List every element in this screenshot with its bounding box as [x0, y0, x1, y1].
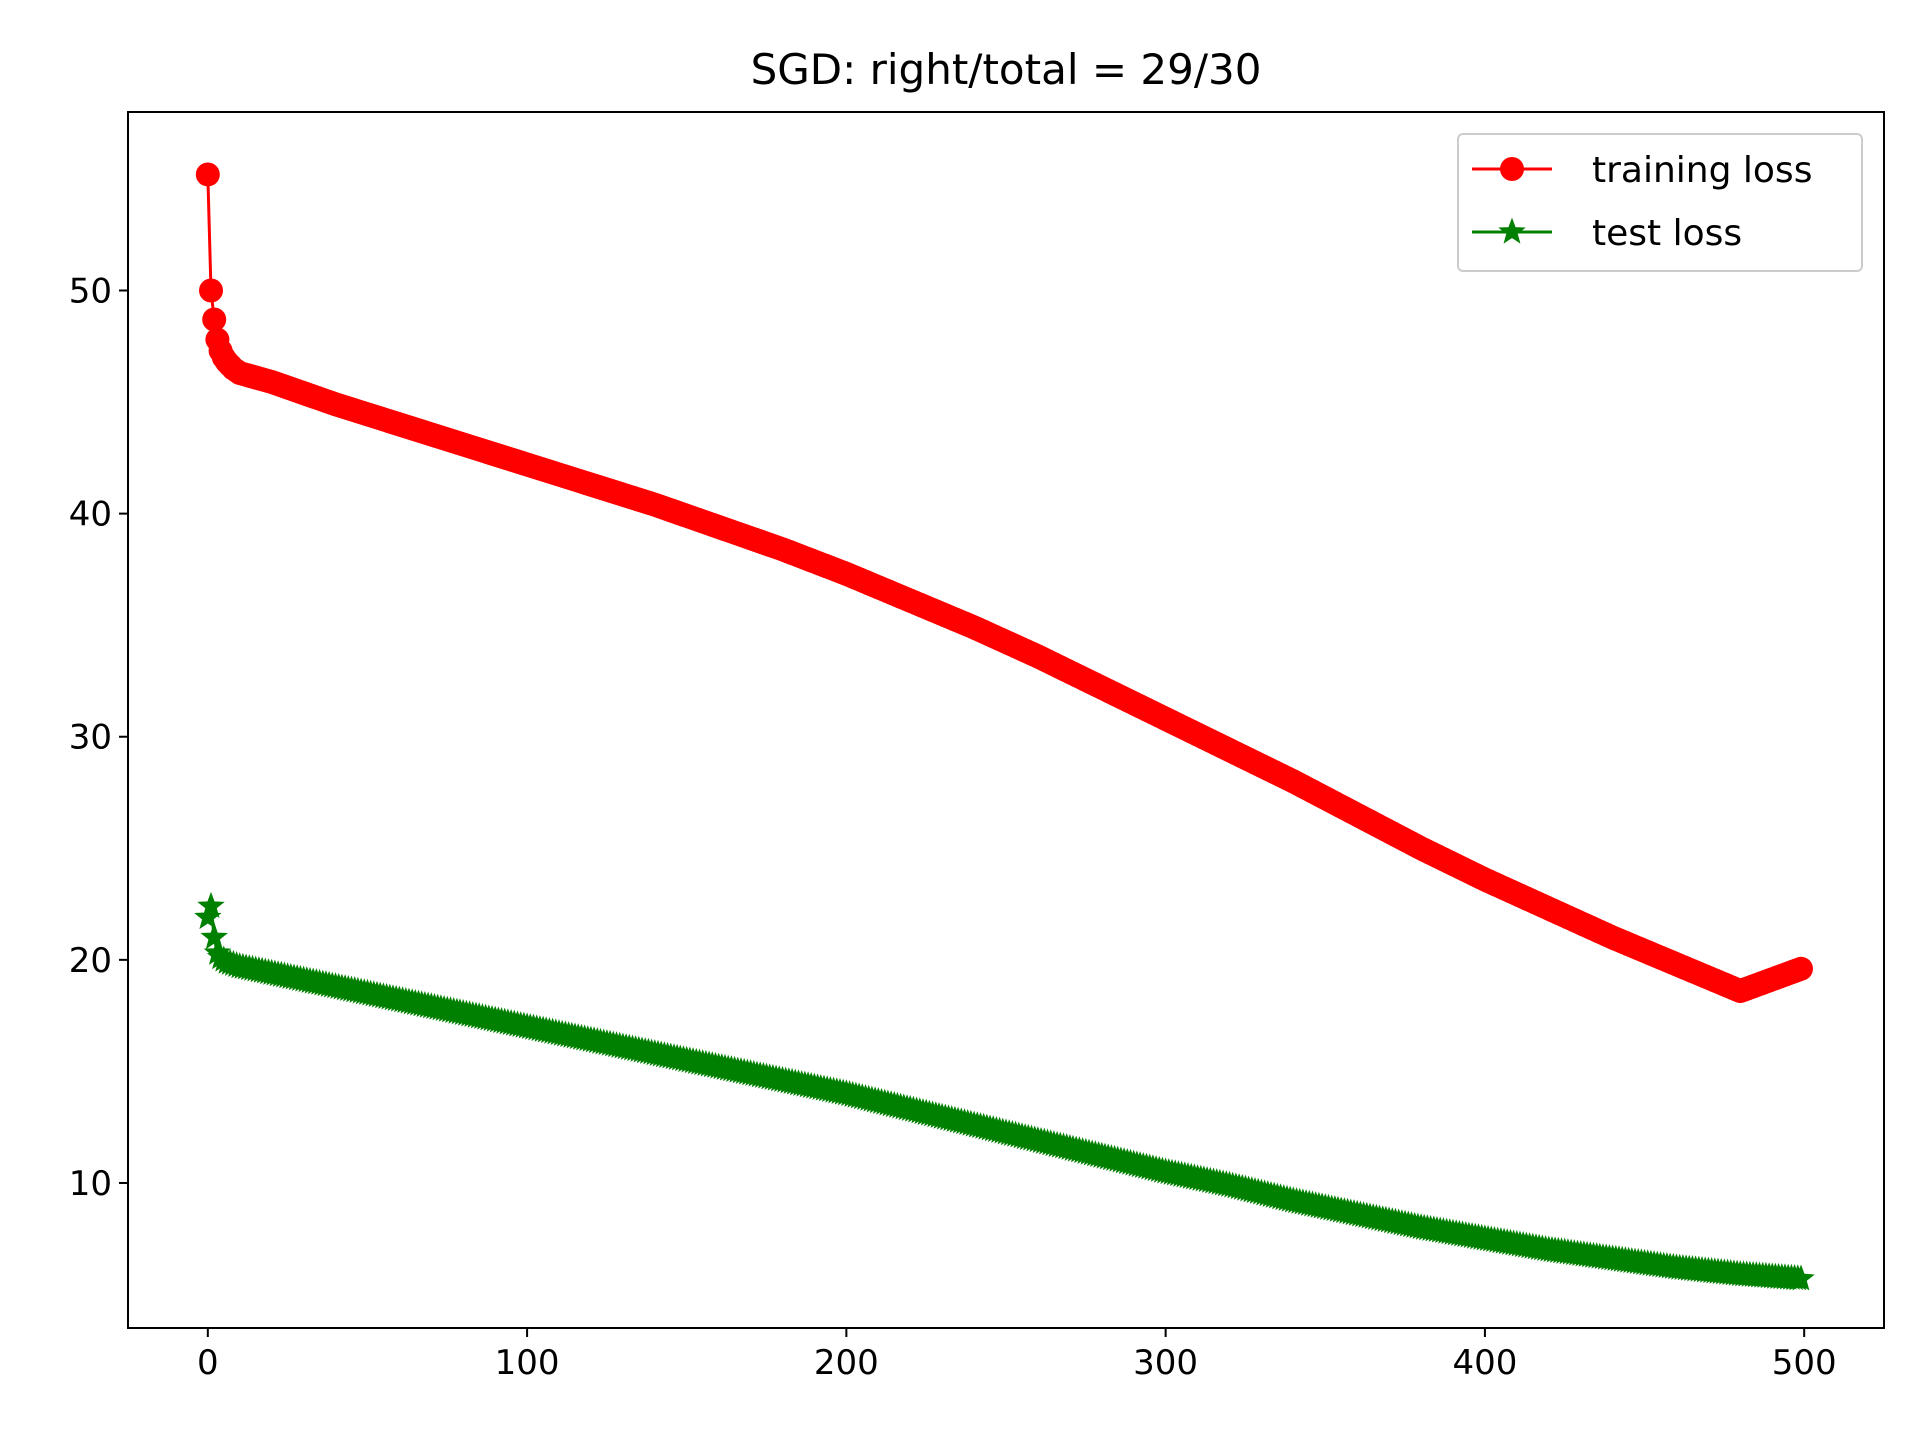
- x-tick-label: 0: [197, 1343, 219, 1383]
- data-point: [1787, 1264, 1815, 1291]
- legend-box: [1457, 133, 1863, 272]
- x-tick-label: 300: [1133, 1343, 1198, 1383]
- data-point: [202, 307, 227, 332]
- x-tick-label: 500: [1772, 1343, 1837, 1383]
- y-tick-label: 20: [69, 941, 112, 981]
- y-tick-label: 40: [69, 495, 112, 535]
- legend-label: training loss: [1592, 150, 1812, 191]
- data-point: [195, 162, 220, 187]
- legend-marker: [1498, 217, 1526, 244]
- series-test-loss: [194, 891, 1815, 1291]
- x-axis-ticks: 0 100 200 300 400 500: [197, 1328, 1837, 1383]
- y-axis-ticks: 10 20 30 40 50: [69, 271, 128, 1204]
- series-training-loss: [195, 162, 1813, 1004]
- axes-frame: [127, 111, 1885, 1329]
- data-point: [199, 278, 224, 303]
- x-tick-label: 200: [814, 1343, 879, 1383]
- x-tick-label: 400: [1452, 1343, 1517, 1383]
- data-point: [1788, 956, 1813, 981]
- y-tick-label: 10: [69, 1164, 112, 1204]
- plot-area: [194, 162, 1815, 1291]
- legend-marker: [1500, 157, 1524, 181]
- legend: training loss test loss: [1457, 133, 1863, 272]
- chart-title: SGD: right/total = 29/30: [751, 45, 1262, 94]
- legend-label: test loss: [1592, 213, 1742, 254]
- legend-item: test loss: [1472, 213, 1742, 254]
- x-tick-label: 100: [495, 1343, 560, 1383]
- y-tick-label: 50: [69, 271, 112, 311]
- data-point: [197, 891, 225, 918]
- data-point: [200, 923, 228, 950]
- legend-item: training loss: [1472, 150, 1812, 191]
- y-tick-label: 30: [69, 718, 112, 758]
